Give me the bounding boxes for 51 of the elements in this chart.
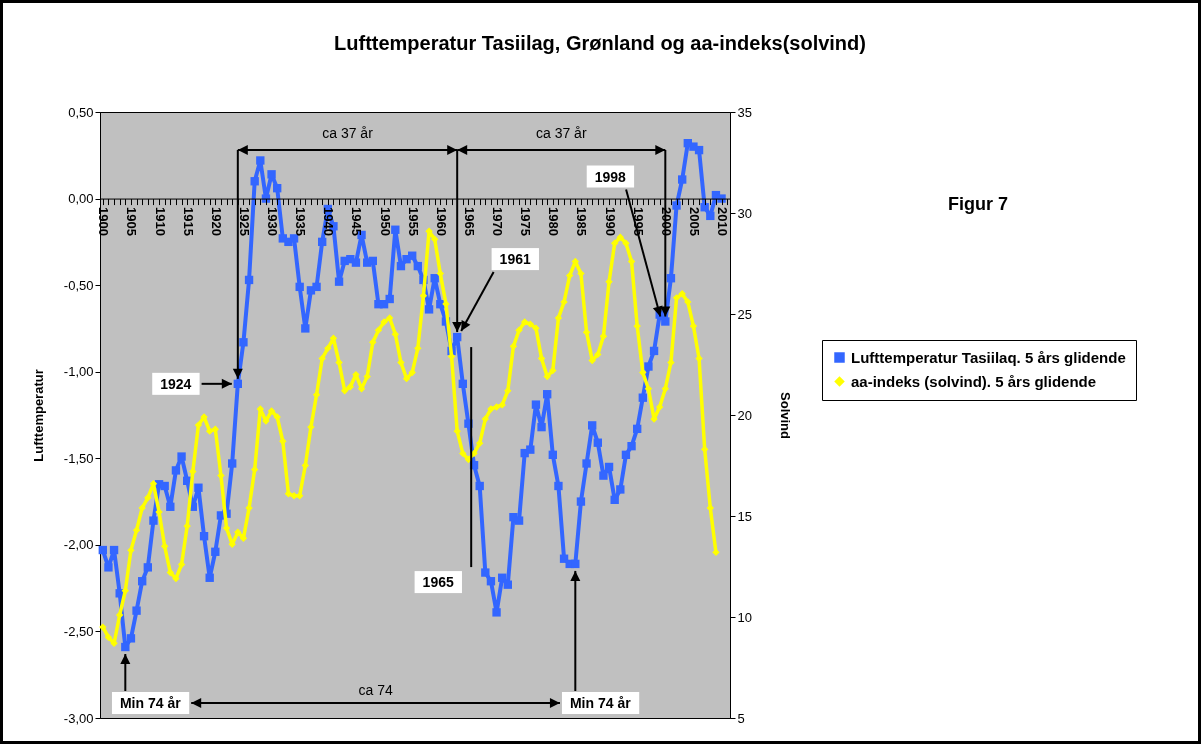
x-tick-label: 2010 [715,207,731,236]
y2-tick-label: 15 [737,508,752,524]
x-tick-label: 1975 [518,207,534,236]
x-tick-label: 1960 [433,207,449,236]
y2-tick-label: 10 [737,609,752,625]
x-tick-label: 1935 [293,207,309,236]
y2-tick-label: 5 [737,710,745,726]
x-tick-label: 2005 [686,207,702,236]
y2-tick-label: 35 [737,104,752,120]
y-tick-label: -3,00 [63,710,94,726]
x-tick-label: 1905 [124,207,140,236]
x-tick-label: 1945 [349,207,365,236]
x-tick-label: 1995 [630,207,646,236]
legend-label: aa-indeks (solvind). 5 års glidende [851,372,1097,390]
y-tick-label: 0,00 [68,191,94,207]
annotation: Min 74 år [119,695,182,711]
y2-tick-label: 20 [737,407,752,423]
x-tick-label: 1990 [602,207,618,236]
y-tick-label: -1,00 [63,364,94,380]
annotation: 1924 [160,375,192,392]
annotation: ca 37 år [535,125,587,141]
y2-tick-label: 30 [737,205,752,221]
y-tick-label: -2,00 [63,537,94,553]
annotation: 1998 [594,168,627,185]
x-tick-label: 1925 [236,207,252,236]
annotation: 1961 [499,251,531,268]
y2-axis-title: Solvind [777,392,793,440]
annotation: ca 37 år [322,125,374,141]
x-tick-label: 1970 [490,207,506,236]
x-tick-label: 1910 [152,207,168,236]
text: Figur 7 [947,194,1009,214]
y2-tick-label: 25 [737,306,752,322]
x-tick-label: 1980 [546,207,562,236]
x-tick-label: 1955 [405,207,421,236]
x-tick-label: 1985 [574,207,590,236]
chart-title: Lufttemperatur Tasiilag, Grønland og aa-indeks(solvind) [334,32,866,54]
x-tick-label: 1965 [461,207,477,236]
y-tick-label: -2,50 [63,623,94,639]
x-tick-label: 1950 [377,207,393,236]
annotation: Min 74 år [569,695,632,711]
x-tick-label: 1940 [321,207,337,236]
x-tick-label: 1930 [265,207,281,236]
y-tick-label: 0,50 [68,104,94,120]
annotation: 1965 [422,574,454,591]
y-tick-label: -0,50 [63,277,94,293]
y-axis-title: Lufttemperatur [30,369,46,462]
annotation: ca 74 [358,682,393,698]
y-tick-label: -1,50 [63,450,94,466]
legend-label: Lufttemperatur Tasiilaq. 5 års glidende [851,348,1126,366]
x-tick-label: 1920 [208,207,224,236]
x-tick-label: 1915 [180,207,196,236]
